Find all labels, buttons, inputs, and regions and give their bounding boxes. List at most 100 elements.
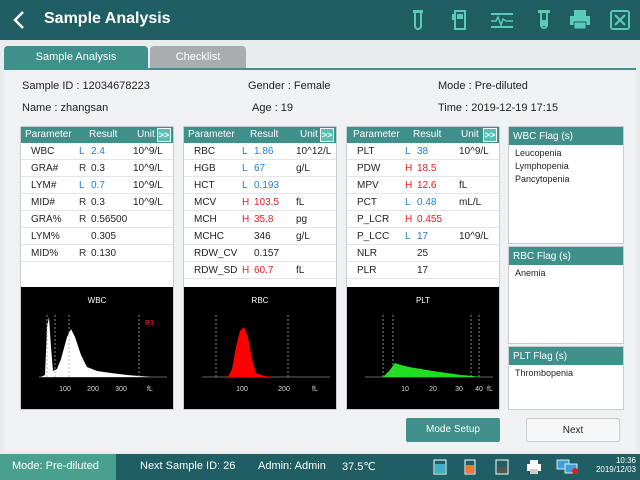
printer-status-icon[interactable] (526, 459, 542, 475)
sample-id: Sample ID : 12034678223 (22, 80, 150, 92)
result-flag: L (242, 180, 248, 191)
gender: Gender : Female (248, 80, 331, 92)
table-row: MID# R 0.3 10^9/L (21, 194, 173, 211)
time-label: Time : (438, 102, 469, 114)
result-value: 0.56500 (91, 214, 128, 225)
parameter-name: PLT (357, 146, 375, 157)
table-row: RDW_SD H 60.7 fL (184, 262, 336, 279)
result-value: 60.7 (254, 265, 274, 276)
tube-icon[interactable] (404, 6, 432, 34)
status-bar: Mode: Pre-diluted Next Sample ID: 26 Adm… (0, 454, 640, 480)
result-unit: pg (296, 214, 308, 225)
title-bar: Sample Analysis (0, 0, 640, 40)
table-row: PLT L 38 10^9/L (347, 143, 499, 160)
close-icon[interactable] (606, 6, 634, 34)
oscilloscope-icon[interactable] (488, 6, 516, 34)
time-value: 2019-12-19 17:15 (471, 102, 559, 114)
plt-tick-20: 20 (429, 386, 437, 393)
result-unit: fL (459, 180, 468, 191)
sample-id-label: Sample ID : (22, 80, 80, 92)
parameter-name: MCHC (194, 231, 224, 242)
result-value: 2.4 (91, 146, 105, 157)
age: Age : 19 (252, 102, 293, 114)
result-unit: 10^9/L (133, 180, 163, 191)
parameter-name: HGB (194, 163, 216, 174)
rbc-flag-title: RBC Flag (s) (509, 247, 623, 265)
gender-value: Female (293, 80, 331, 92)
parameter-name: MID# (31, 197, 55, 208)
table-row: MCV H 103.5 fL (184, 194, 336, 211)
plt-flag-title: PLT Flag (s) (509, 347, 623, 365)
parameter-name: MPV (357, 180, 379, 191)
table-row: HGB L 67 g/L (184, 160, 336, 177)
network-status-icon[interactable] (556, 459, 580, 475)
result-flag: H (405, 180, 413, 191)
next-sample-id: Next Sample ID: 26 (140, 460, 236, 472)
table-row: HCT L 0.193 (184, 177, 336, 194)
wbc-table-body: WBC L 2.4 10^9/L GRA# R 0.3 10^9/L LYM# L 0.7 10^9/… (21, 143, 173, 262)
parameter-name: RBC (194, 146, 216, 157)
plt-histogram: PLT 10 20 30 40 fL (347, 287, 499, 409)
rbc-unit: fL (312, 386, 318, 393)
rbc-tick-200: 200 (278, 386, 290, 393)
table-row: MCH H 35.8 pg (184, 211, 336, 228)
result-header: Result (413, 129, 442, 140)
expand-button[interactable]: >> (157, 128, 171, 142)
mode-setup-button[interactable]: Mode Setup (406, 418, 500, 442)
result-unit: 10^9/L (459, 231, 489, 242)
parameter-header: Parameter (188, 129, 235, 140)
parameter-name: WBC (31, 146, 55, 157)
plt-histogram-curve (383, 363, 479, 377)
unit-header: Unit (300, 129, 318, 140)
rbc-histogram-curve (228, 327, 274, 377)
table-row: GRA# R 0.3 10^9/L (21, 160, 173, 177)
gender-label: Gender : (248, 80, 291, 92)
table-row: PDW H 18.5 (347, 160, 499, 177)
tab-sample-analysis[interactable]: Sample Analysis (4, 46, 148, 68)
result-value: 0.305 (91, 231, 117, 242)
reagent-icon[interactable] (530, 6, 558, 34)
unit-header: Unit (461, 129, 479, 140)
parameter-name: P_LCR (357, 214, 390, 225)
table-row: LYM# L 0.7 10^9/L (21, 177, 173, 194)
expand-button[interactable]: >> (320, 128, 334, 142)
result-header: Result (250, 129, 279, 140)
result-value: 0.3 (91, 163, 105, 174)
table-row: RBC L 1.86 10^12/L (184, 143, 336, 160)
result-flag: L (405, 231, 411, 242)
wbc-panel: Parameter Result Unit >> WBC L 2.4 10^9/L GR… (20, 126, 174, 410)
plt-panel: Parameter Result Unit >> PLT L 38 10^9/L PDW… (346, 126, 500, 410)
diluent-status-icon[interactable] (462, 459, 478, 475)
parameter-header: Parameter (25, 129, 72, 140)
rbc-flag-box: RBC Flag (s) Anemia (508, 246, 624, 344)
wbc-flag-item: Lymphopenia (515, 161, 569, 171)
parameter-name: PLR (357, 265, 377, 276)
scanner-icon[interactable] (446, 6, 474, 34)
result-value: 346 (254, 231, 271, 242)
mode: Mode : Pre-diluted (438, 80, 528, 92)
age-label: Age : (252, 102, 278, 114)
parameter-name: MCH (194, 214, 217, 225)
plt-flag-item: Thrombopenia (515, 368, 574, 378)
result-flag: L (242, 146, 248, 157)
name-value: zhangsan (60, 102, 109, 114)
waste-status-icon[interactable] (494, 459, 510, 475)
reagent-status-icon[interactable] (432, 459, 448, 475)
tab-checklist[interactable]: Checklist (150, 46, 246, 68)
plt-flag-box: PLT Flag (s) Thrombopenia (508, 346, 624, 410)
result-flag: R (79, 248, 87, 259)
result-unit: mL/L (459, 197, 482, 208)
plt-table-body: PLT L 38 10^9/L PDW H 18.5 MPV H 12.6 fL PCT L 0.48 mL… (347, 143, 499, 279)
parameter-name: MCV (194, 197, 217, 208)
result-unit: fL (296, 265, 305, 276)
result-unit: 10^9/L (133, 146, 163, 157)
result-value: 12.6 (417, 180, 437, 191)
expand-button[interactable]: >> (483, 128, 497, 142)
result-value: 18.5 (417, 163, 437, 174)
back-arrow-icon[interactable] (8, 6, 32, 34)
rbc-table-body: RBC L 1.86 10^12/L HGB L 67 g/L HCT L 0.193 MCV H 103… (184, 143, 336, 279)
age-value: 19 (280, 102, 293, 114)
printer-icon[interactable] (566, 6, 594, 34)
parameter-name: NLR (357, 248, 378, 259)
next-button[interactable]: Next (526, 418, 620, 442)
